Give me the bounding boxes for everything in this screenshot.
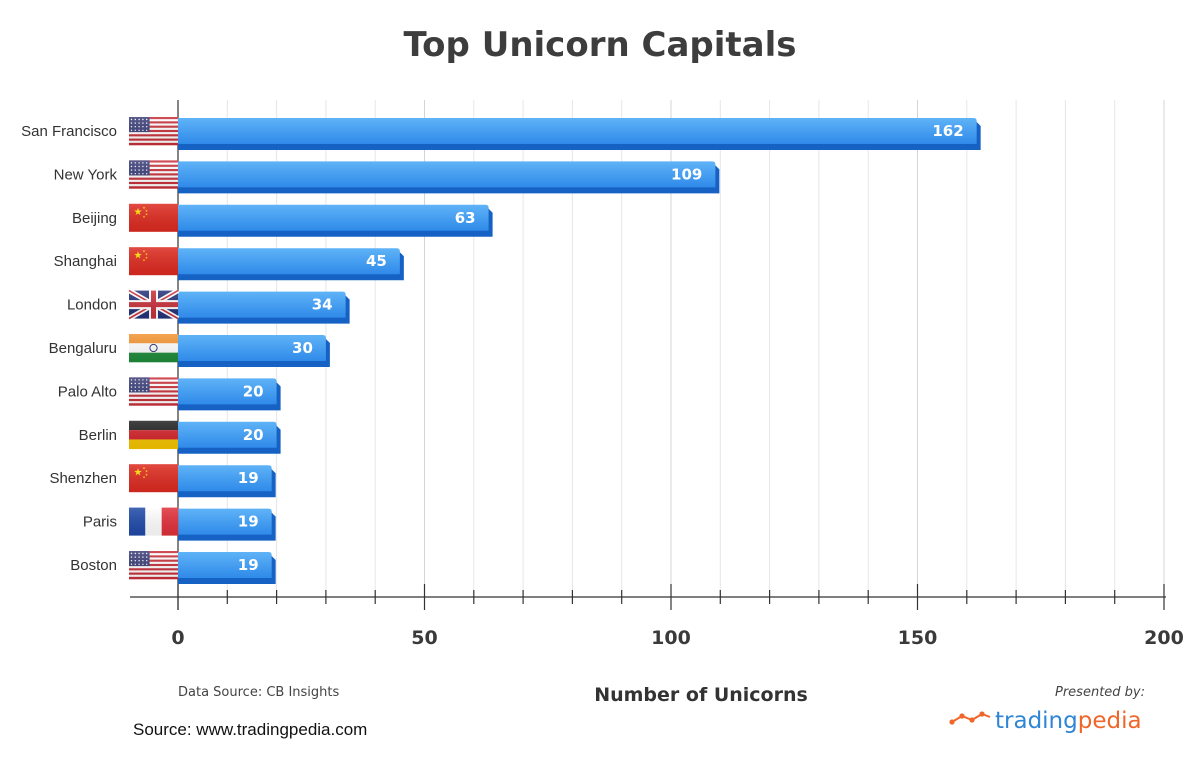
bar-face [178,378,277,405]
data-source-note: Data Source: CB Insights [178,685,340,700]
bar: 19 [178,508,276,541]
source-note: Source: www.tradingpedia.com [133,720,367,739]
bar-value-label: 19 [238,513,259,531]
chart-line-icon [949,711,991,725]
category-label: Bengaluru [49,340,117,357]
bar-value-label: 162 [932,122,963,140]
bar-face [178,291,346,318]
flag-de-icon [129,420,178,450]
brand-name-part2: pedia [1078,708,1142,734]
brand-name-part1: trading [995,708,1078,734]
svg-text:tradingpedia: tradingpedia [995,708,1142,734]
bar: 20 [178,421,281,454]
x-tick-label: 100 [651,627,691,649]
brand-logo: tradingpedia [949,708,1142,734]
x-tick-label: 150 [898,627,938,649]
bar: 45 [178,248,404,281]
bar-value-label: 19 [238,469,259,487]
flag-cn-icon [129,203,178,232]
bar-face [178,421,277,448]
bar-face [178,248,400,275]
flag-in-icon [129,334,178,363]
tick-labels: 0 50 100 150 200 [171,627,1183,649]
bar-face [178,118,977,144]
bar-value-label: 109 [671,165,702,183]
flag-cn-icon [129,247,178,276]
flag-us-icon [129,160,178,189]
presented-by: Presented by: [1055,685,1145,700]
category-label: Beijing [72,210,117,227]
category-label: San Francisco [21,123,117,140]
bar-value-label: 20 [243,382,264,400]
bar-value-label: 34 [312,296,333,314]
category-labels: San Francisco New York Beijing Shanghai Lond… [21,123,117,574]
bar-value-label: 19 [238,556,259,574]
flags [127,117,180,580]
category-label: New York [54,166,118,183]
category-label: London [67,297,117,314]
bar: 19 [178,552,276,584]
bar: 63 [178,204,493,237]
category-label: Boston [70,557,117,574]
bar-value-label: 30 [292,339,313,357]
flag-cn-icon [129,464,178,493]
bar: 30 [178,335,330,367]
bar: 34 [178,291,350,324]
category-label: Shenzhen [49,470,117,487]
category-label: Paris [83,514,117,531]
bar-face [178,508,272,535]
bar-value-label: 45 [366,252,387,270]
bar-value-label: 20 [243,426,264,444]
bar: 109 [178,161,720,194]
bar-face [178,552,272,578]
x-tick-label: 50 [411,627,437,649]
category-label: Berlin [79,427,117,444]
flag-uk-icon [127,288,180,321]
bar-value-label: 63 [455,209,476,227]
flag-us-icon [129,117,178,146]
x-axis-title: Number of Unicorns [594,684,808,706]
flag-us-icon [129,377,178,406]
bar-face [178,335,326,361]
category-label: Shanghai [54,253,117,270]
bar-face [178,161,716,188]
category-label: Palo Alto [58,383,117,400]
flag-us-icon [129,551,178,580]
bar-face [178,465,272,492]
bar: 20 [178,378,281,411]
bar: 19 [178,465,276,498]
bars: 162 109 63 45 34 30 20 20 19 19 19 [178,118,981,584]
bar: 162 [178,118,981,150]
flag-fr-icon [129,507,179,536]
x-tick-label: 200 [1144,627,1184,649]
chart-title: Top Unicorn Capitals [404,25,797,65]
bar-face [178,204,489,231]
x-tick-label: 0 [171,627,184,649]
